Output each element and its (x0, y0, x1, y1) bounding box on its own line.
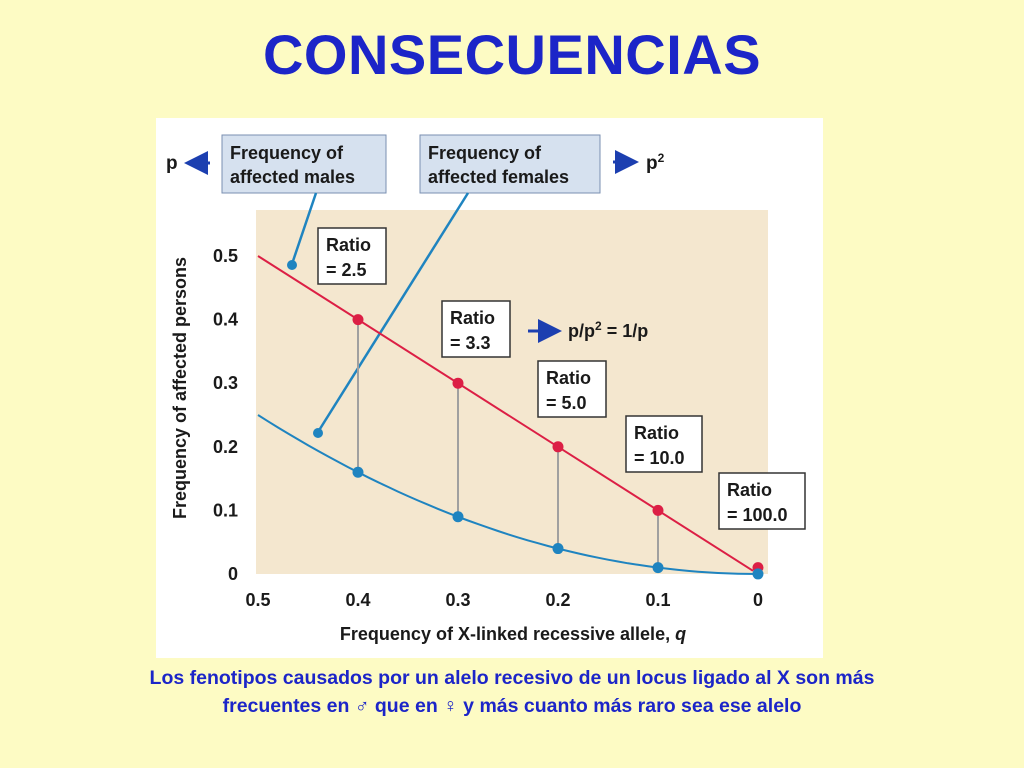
females-data-point (352, 466, 364, 478)
x-tick-label: 0.2 (545, 590, 570, 610)
ratio-box (718, 472, 806, 530)
slide-caption: Los fenotipos causados por un alelo rece… (0, 664, 1024, 720)
ratio-box (537, 360, 607, 418)
legend-box-females (419, 134, 601, 194)
y-tick-label: 0.1 (213, 500, 238, 520)
males-data-point (552, 441, 564, 453)
ratio-label: Ratio (450, 308, 495, 328)
males-data-point (452, 377, 464, 389)
males-leader-dot (287, 260, 297, 270)
legend-males-line2: affected males (230, 167, 355, 187)
ratio-box (317, 227, 387, 285)
ratio-value: = 5.0 (546, 393, 587, 413)
legend-box-males (221, 134, 387, 194)
ratio-label: Ratio (727, 480, 772, 500)
x-linked-frequency-chart: p Frequency of affected males Frequency … (166, 134, 806, 644)
males-data-point (652, 504, 664, 516)
figure-panel: p Frequency of affected males Frequency … (156, 118, 823, 658)
ratio-label: Ratio (634, 423, 679, 443)
y-tick-label: 0.2 (213, 437, 238, 457)
y-tick-label: 0.4 (213, 310, 238, 330)
females-data-point (652, 562, 664, 574)
ratio-box (625, 415, 703, 473)
x-axis-label: Frequency of X-linked recessive allele, … (340, 624, 686, 644)
females-leader-line (316, 192, 470, 433)
x-tick-label: 0.3 (445, 590, 470, 610)
ratio-value: = 10.0 (634, 448, 685, 468)
females-leader-dot (313, 428, 323, 438)
legend-males-line1: Frequency of (230, 143, 344, 163)
ratio-value: = 3.3 (450, 333, 491, 353)
ratio-value: = 100.0 (727, 505, 788, 525)
legend-females-line2: affected females (428, 167, 569, 187)
males-line-symbol: p (166, 153, 178, 174)
ratio-value: = 2.5 (326, 260, 367, 280)
x-tick-label: 0.4 (345, 590, 370, 610)
ratio-label: Ratio (546, 368, 591, 388)
x-tick-label: 0.5 (245, 590, 270, 610)
y-tick-label: 0.5 (213, 246, 238, 266)
females-data-point (552, 543, 564, 555)
ratio-formula: p/p2 = 1/p (568, 319, 648, 341)
chart-layer: 0.5 0.4 0.3 0.2 0.1 0 0 0.1 0.2 0.3 0.4 0.5 Ratio = 2… (213, 227, 806, 610)
slide-title: CONSECUENCIAS (262, 23, 762, 86)
ratio-box (441, 300, 511, 358)
males-series-line (257, 255, 754, 572)
ratio-label: Ratio (326, 235, 371, 255)
females-series-curve (257, 414, 759, 575)
females-data-point (752, 568, 764, 580)
y-tick-label: 0 (228, 564, 238, 584)
females-line-symbol: p2 (646, 151, 665, 174)
males-data-point (352, 314, 364, 326)
males-leader-line (290, 192, 318, 265)
x-tick-label: 0 (753, 590, 763, 610)
y-axis-label: Frequency of affected persons (170, 257, 190, 519)
x-tick-label: 0.1 (645, 590, 670, 610)
y-tick-label: 0.3 (213, 373, 238, 393)
caption-line-2: frecuentes en ♂ que en ♀ y más cuanto má… (222, 695, 802, 717)
caption-line-1: Los fenotipos causados por un alelo rece… (149, 667, 875, 689)
legend-females-line1: Frequency of (428, 143, 542, 163)
females-data-point (452, 511, 464, 523)
